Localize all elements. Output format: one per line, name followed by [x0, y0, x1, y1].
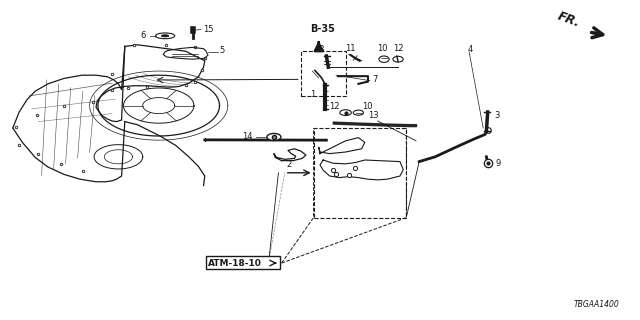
Text: 10: 10 — [362, 102, 372, 111]
Ellipse shape — [156, 33, 175, 39]
Text: 1: 1 — [310, 90, 316, 99]
Text: 4: 4 — [467, 45, 472, 54]
Ellipse shape — [379, 56, 389, 62]
Text: 15: 15 — [204, 25, 214, 34]
Text: 7: 7 — [372, 75, 378, 84]
Text: ATM-18-10: ATM-18-10 — [208, 259, 262, 268]
Text: 10: 10 — [377, 44, 387, 53]
Text: 5: 5 — [219, 46, 224, 55]
Bar — [314, 128, 406, 218]
Text: TBGAA1400: TBGAA1400 — [574, 300, 620, 308]
Text: ATM-18-10: ATM-18-10 — [216, 256, 274, 266]
Text: FR.: FR. — [556, 9, 582, 29]
Ellipse shape — [393, 56, 403, 62]
Text: 11: 11 — [346, 44, 356, 53]
Text: 12: 12 — [393, 44, 403, 53]
Text: 3: 3 — [494, 111, 499, 120]
Text: 13: 13 — [368, 111, 379, 120]
Text: 8: 8 — [319, 45, 324, 54]
Bar — [301, 51, 346, 96]
Ellipse shape — [267, 133, 281, 140]
Text: B-35: B-35 — [310, 24, 335, 34]
Ellipse shape — [353, 110, 364, 115]
Text: 14: 14 — [243, 132, 253, 141]
Bar — [206, 256, 280, 269]
Text: 12: 12 — [329, 102, 339, 111]
Ellipse shape — [340, 110, 351, 116]
Text: 6: 6 — [141, 31, 146, 40]
Text: 9: 9 — [496, 159, 501, 168]
Text: 2: 2 — [287, 160, 292, 169]
Ellipse shape — [161, 35, 169, 37]
